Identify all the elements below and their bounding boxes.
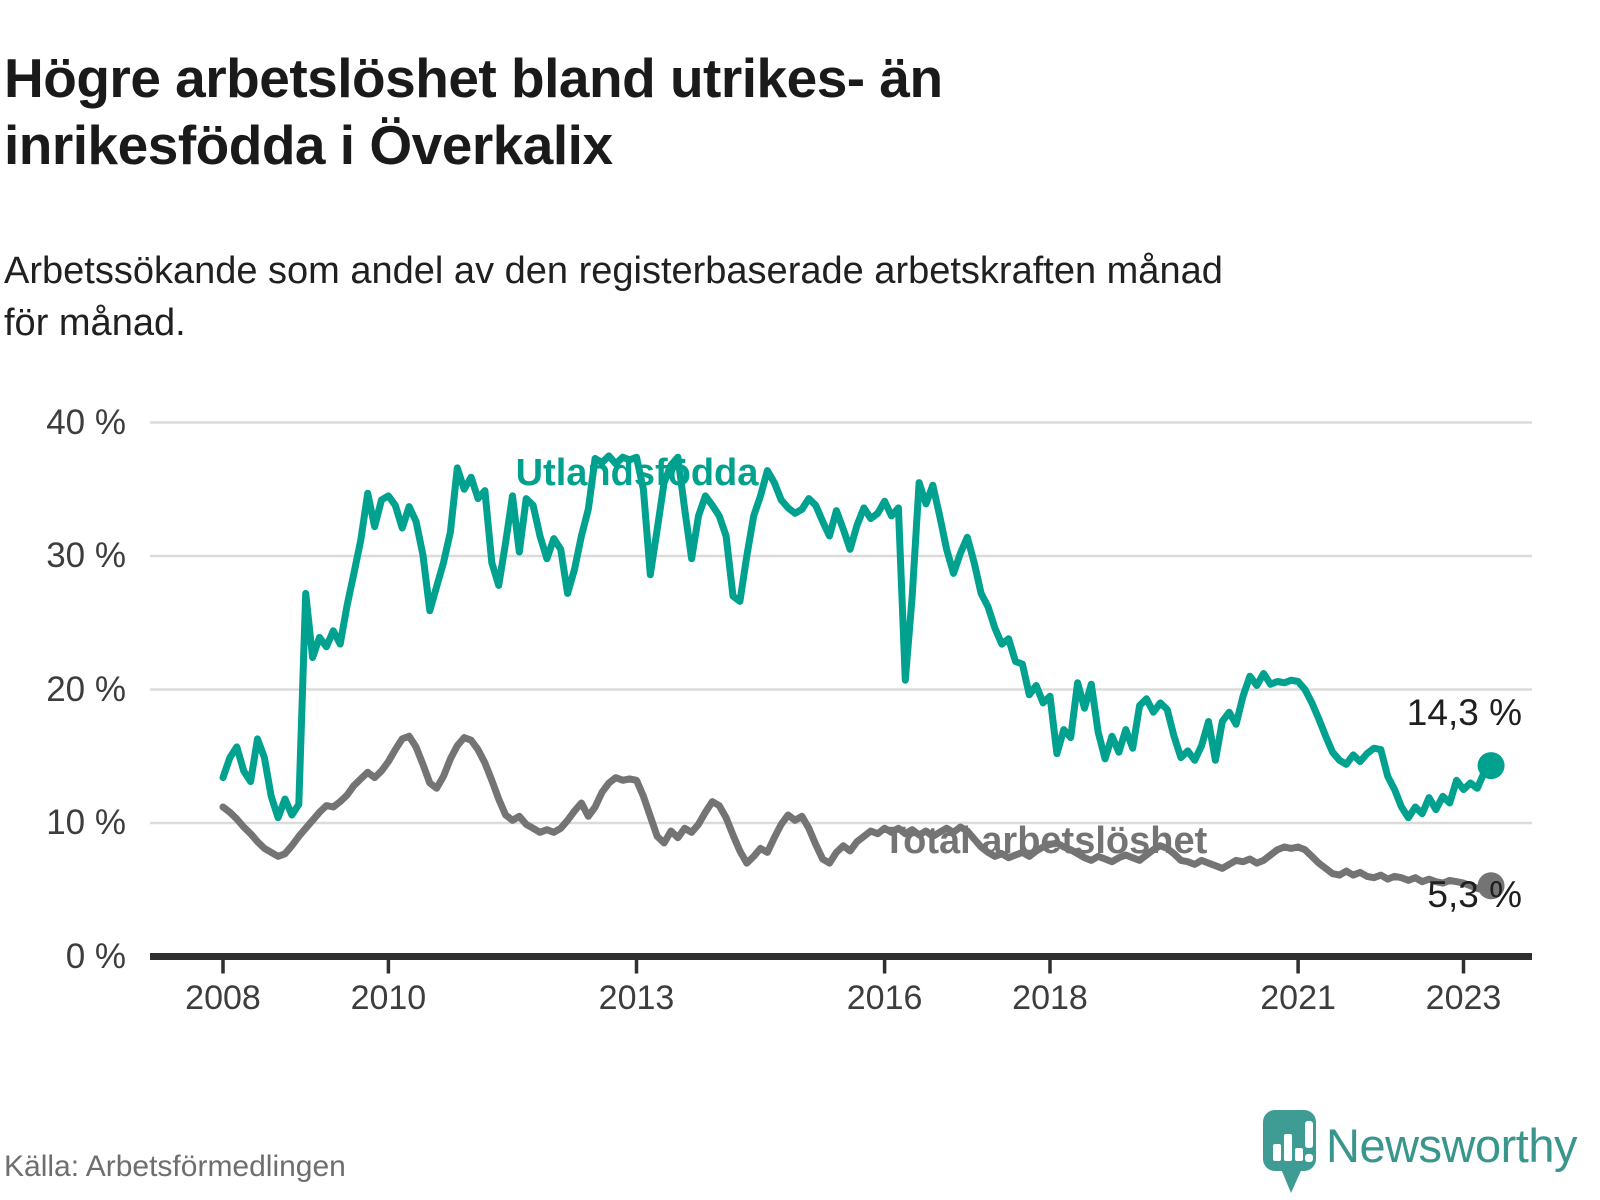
chart-subtitle: Arbetssökande som andel av den registerb… [4,245,1564,350]
chart-subtitle-line1: Arbetssökande som andel av den registerb… [4,250,1223,292]
y-tick-label: 20 % [46,669,126,709]
x-tick-label: 2016 [846,979,923,1017]
end-value-label-total: 5,3 % [1427,874,1522,915]
series-label-utlandsfodda: Utlandsfödda [515,452,759,494]
x-tick-label: 2023 [1425,979,1502,1017]
x-tick-label: 2010 [350,979,427,1017]
y-tick-label: 10 % [46,803,126,842]
chart-title: Högre arbetslöshet bland utrikes- än inr… [4,45,1284,179]
series-end-dot-utlandsfodda [1477,752,1505,780]
y-tick-label: 30 % [46,536,126,575]
end-value-label-utlandsfodda: 14,3 % [1406,692,1522,733]
x-tick-label: 2021 [1260,979,1336,1017]
x-tick-label: 2018 [1012,979,1088,1017]
newsworthy-bubble-icon [1263,1110,1316,1193]
series-end-dot-total [1477,872,1505,900]
x-tick-label: 2013 [598,979,675,1017]
newsworthy-logo: Newsworthy [1258,1104,1600,1200]
series-label-total-arbetsloshet: Total arbetslöshet [882,820,1208,862]
unemployment-line-chart [150,421,1532,974]
series-line-utlandsfodda [219,452,1495,822]
chart-subtitle-line2: för månad. [4,302,186,345]
source-note: Källa: Arbetsförmedlingen [4,1150,346,1183]
y-tick-label: 40 % [46,402,126,442]
series-line-total [219,732,1495,894]
chart-title-line1: Högre arbetslöshet bland utrikes- än [4,46,943,109]
x-tick-label: 2008 [185,979,261,1017]
y-tick-label: 0 % [65,936,126,976]
chart-title-line2: inrikesfödda i Överkalix [4,113,613,176]
newsworthy-wordmark: Newsworthy [1326,1119,1577,1172]
